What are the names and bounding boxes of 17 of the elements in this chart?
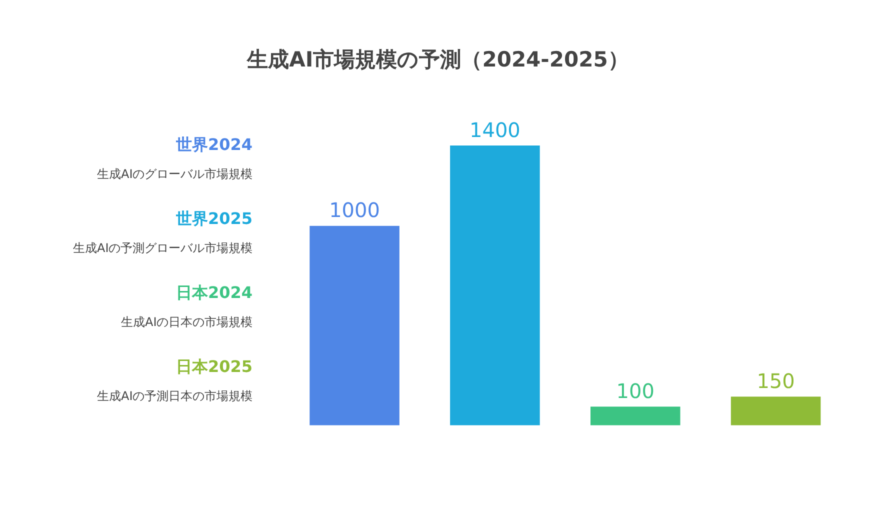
bar bbox=[448, 144, 542, 426]
data-label: 150 bbox=[756, 368, 795, 393]
bar bbox=[729, 395, 822, 426]
data-label: 1000 bbox=[329, 198, 380, 222]
text: 世界2024 bbox=[175, 135, 253, 154]
text: 日本2025 bbox=[176, 357, 253, 376]
bar bbox=[588, 405, 682, 426]
data-label: 1400 bbox=[469, 118, 520, 142]
text: 生成AIのグローバル市場規模 bbox=[97, 167, 253, 181]
text: 日本2024 bbox=[176, 283, 253, 302]
text: 世界2025 bbox=[175, 209, 253, 228]
text: 生成AIの日本の市場規模 bbox=[121, 315, 253, 329]
chart-title: 生成AI市場規模の予測（2024-2025） bbox=[246, 47, 629, 72]
text: 生成AIの予測グローバル市場規模 bbox=[73, 241, 253, 255]
bar bbox=[308, 224, 401, 426]
data-label: 100 bbox=[616, 378, 654, 403]
text: 生成AIの予測日本の市場規模 bbox=[97, 389, 253, 403]
